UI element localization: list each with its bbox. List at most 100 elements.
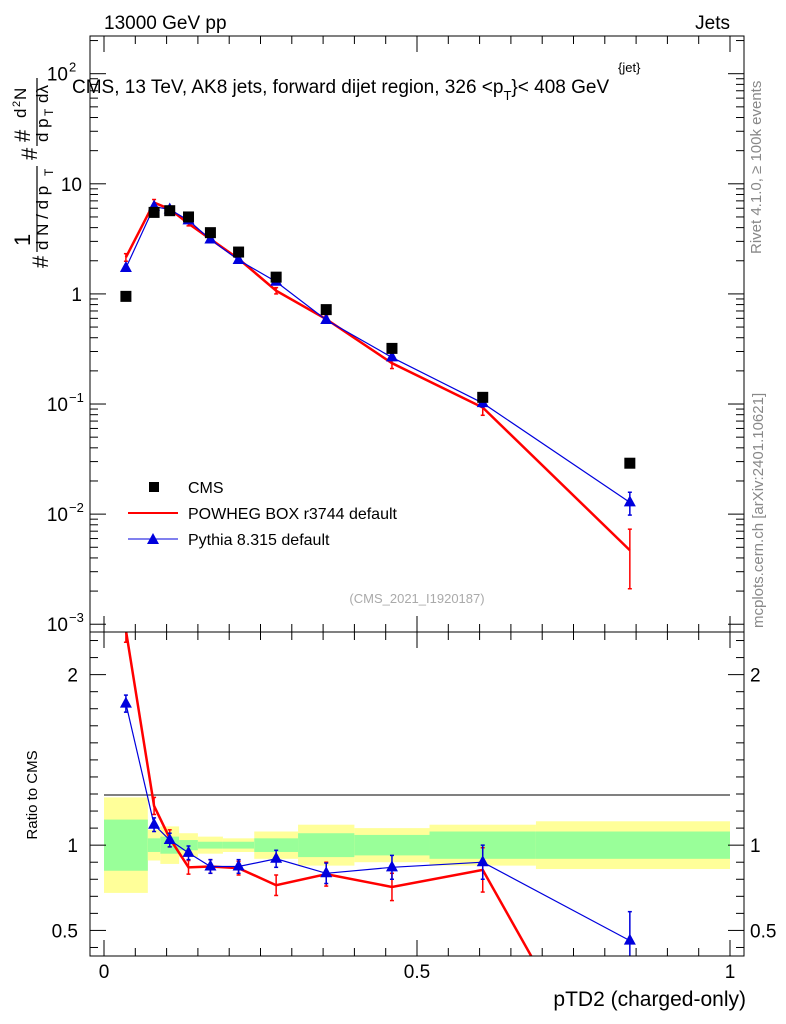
ratio-series [119, 632, 636, 956]
ratio-x-ticks: 0 0.5 1 [99, 632, 736, 983]
svg-text:d: d [11, 109, 30, 118]
mcplots-label: mcplots.cern.ch [arXiv:2401.10621] [750, 393, 767, 628]
ratio-band-inner [197, 841, 223, 849]
legend: CMS POWHEG BOX r3744 default Pythia 8.31… [128, 480, 398, 549]
ratio-band-inner [354, 834, 430, 856]
cms-point [270, 271, 282, 283]
main-y-tick-exponent: −1 [69, 390, 84, 405]
ratio-y-tick-label: 0.5 [52, 921, 78, 942]
svg-text:2: 2 [11, 101, 23, 107]
cms-point [120, 290, 132, 302]
ratio-band-inner [298, 833, 355, 858]
svg-text:d p: d p [33, 118, 52, 142]
svg-text:CMS, 13 TeV, AK8 jets, forward: CMS, 13 TeV, AK8 jets, forward dijet reg… [72, 77, 609, 103]
svg-text:N: N [11, 88, 30, 100]
cms-point [183, 211, 195, 223]
title-sub: T [503, 88, 511, 103]
main-y-tick-label: 10 [47, 615, 68, 636]
ratio-y-axis-label: Ratio to CMS [24, 750, 41, 839]
ratio-pythia-point [148, 817, 161, 829]
ratio-y-tick-label: 2 [67, 666, 78, 687]
ratio-band-inner [254, 838, 299, 852]
svg-text:#: # [10, 129, 35, 142]
ratio-powheg-line [124, 632, 533, 956]
main-x-ticks [103, 36, 731, 632]
cms-point [386, 342, 398, 354]
legend-cms-marker [149, 482, 159, 492]
cms-point [164, 205, 176, 217]
main-y-tick-exponent: 2 [69, 60, 76, 75]
cms-point [624, 457, 636, 469]
pythia-point [623, 495, 636, 507]
main-y-tick-label: 1 [71, 285, 82, 306]
ratio-y-tick-label-right: 2 [750, 666, 761, 687]
ratio-band-inner [535, 831, 730, 859]
main-y-tick-exponent: −2 [69, 500, 84, 515]
svg-text:T: T [42, 108, 56, 116]
ratio-panel: 0.5 0.51 12 2 0 0.5 1 [52, 631, 776, 983]
ratio-y-ticks: 0.5 0.5 1 1 2 2 [52, 640, 776, 948]
header-right: Jets [695, 13, 730, 34]
svg-text:dλ: dλ [33, 85, 52, 103]
pythia-point [385, 350, 398, 362]
ratio-y-tick-label: 1 [67, 836, 78, 857]
powheg-line [124, 201, 631, 552]
ratio-band-inner [222, 841, 255, 849]
main-y-tick-label: 10 [47, 505, 68, 526]
rivet-label: Rivet 4.1.0, ≥ 100k events [748, 81, 765, 254]
title-sup: {jet} [618, 60, 641, 75]
ratio-pythia-point [270, 851, 283, 863]
legend-powheg-label: POWHEG BOX r3744 default [188, 506, 398, 523]
main-y-tick-label: 10 [61, 175, 82, 196]
cms-point [204, 227, 216, 239]
cms-point [148, 206, 160, 218]
main-series [119, 198, 636, 590]
ratio-band-inner [147, 838, 161, 852]
svg-text:#: # [17, 147, 42, 160]
ratio-y-tick-label-right: 1 [750, 836, 761, 857]
title-tail: }< 408 GeV [511, 77, 609, 98]
cms-point [233, 246, 245, 258]
analysis-tag: (CMS_2021_I1920187) [349, 591, 484, 606]
ratio-band-inner [179, 840, 198, 851]
svg-text:#: # [28, 255, 53, 268]
x-tick-label: 1 [725, 962, 736, 983]
ratio-pythia-point [182, 845, 195, 857]
ratio-frame [89, 631, 745, 957]
pythia-point [320, 312, 333, 324]
pythia-point [232, 253, 245, 265]
ratio-pythia-point [204, 859, 217, 871]
header-left: 13000 GeV pp [104, 13, 227, 34]
x-axis-label: pTD2 (charged-only) [553, 988, 746, 1011]
main-y-axis-label: # d N / d p T 1 # d p T dλ # d 2 N [10, 78, 56, 268]
svg-text:1: 1 [10, 234, 35, 246]
cms-point [320, 304, 332, 316]
legend-cms-label: CMS [188, 480, 224, 497]
title-main: CMS, 13 TeV, AK8 jets, forward dijet reg… [72, 77, 503, 98]
ratio-bands [104, 797, 730, 893]
main-y-tick-label: 10 [47, 65, 68, 86]
ratio-pythia-point [476, 855, 489, 867]
ratio-pythia-point [232, 859, 245, 871]
ratio-pythia-point [623, 933, 636, 945]
ratio-pythia-point [385, 860, 398, 872]
svg-text:d N / d p: d N / d p [33, 186, 52, 250]
ratio-pythia-point [163, 833, 176, 845]
ratio-pythia-point [320, 866, 333, 878]
svg-text:T: T [42, 168, 56, 176]
legend-pythia-label: Pythia 8.315 default [188, 532, 330, 549]
x-tick-label: 0.5 [404, 962, 430, 983]
ratio-pythia-point [119, 696, 132, 708]
x-tick-label: 0 [99, 962, 110, 983]
main-y-tick-label: 10 [47, 395, 68, 416]
ratio-y-tick-label-right: 0.5 [750, 921, 776, 942]
pythia-point [119, 260, 132, 272]
plot-title: CMS, 13 TeV, AK8 jets, forward dijet reg… [72, 60, 641, 103]
main-y-tick-exponent: −3 [69, 610, 84, 625]
cms-point [477, 391, 489, 403]
ratio-series-clipped [119, 632, 636, 956]
legend-pythia-marker [147, 533, 159, 544]
